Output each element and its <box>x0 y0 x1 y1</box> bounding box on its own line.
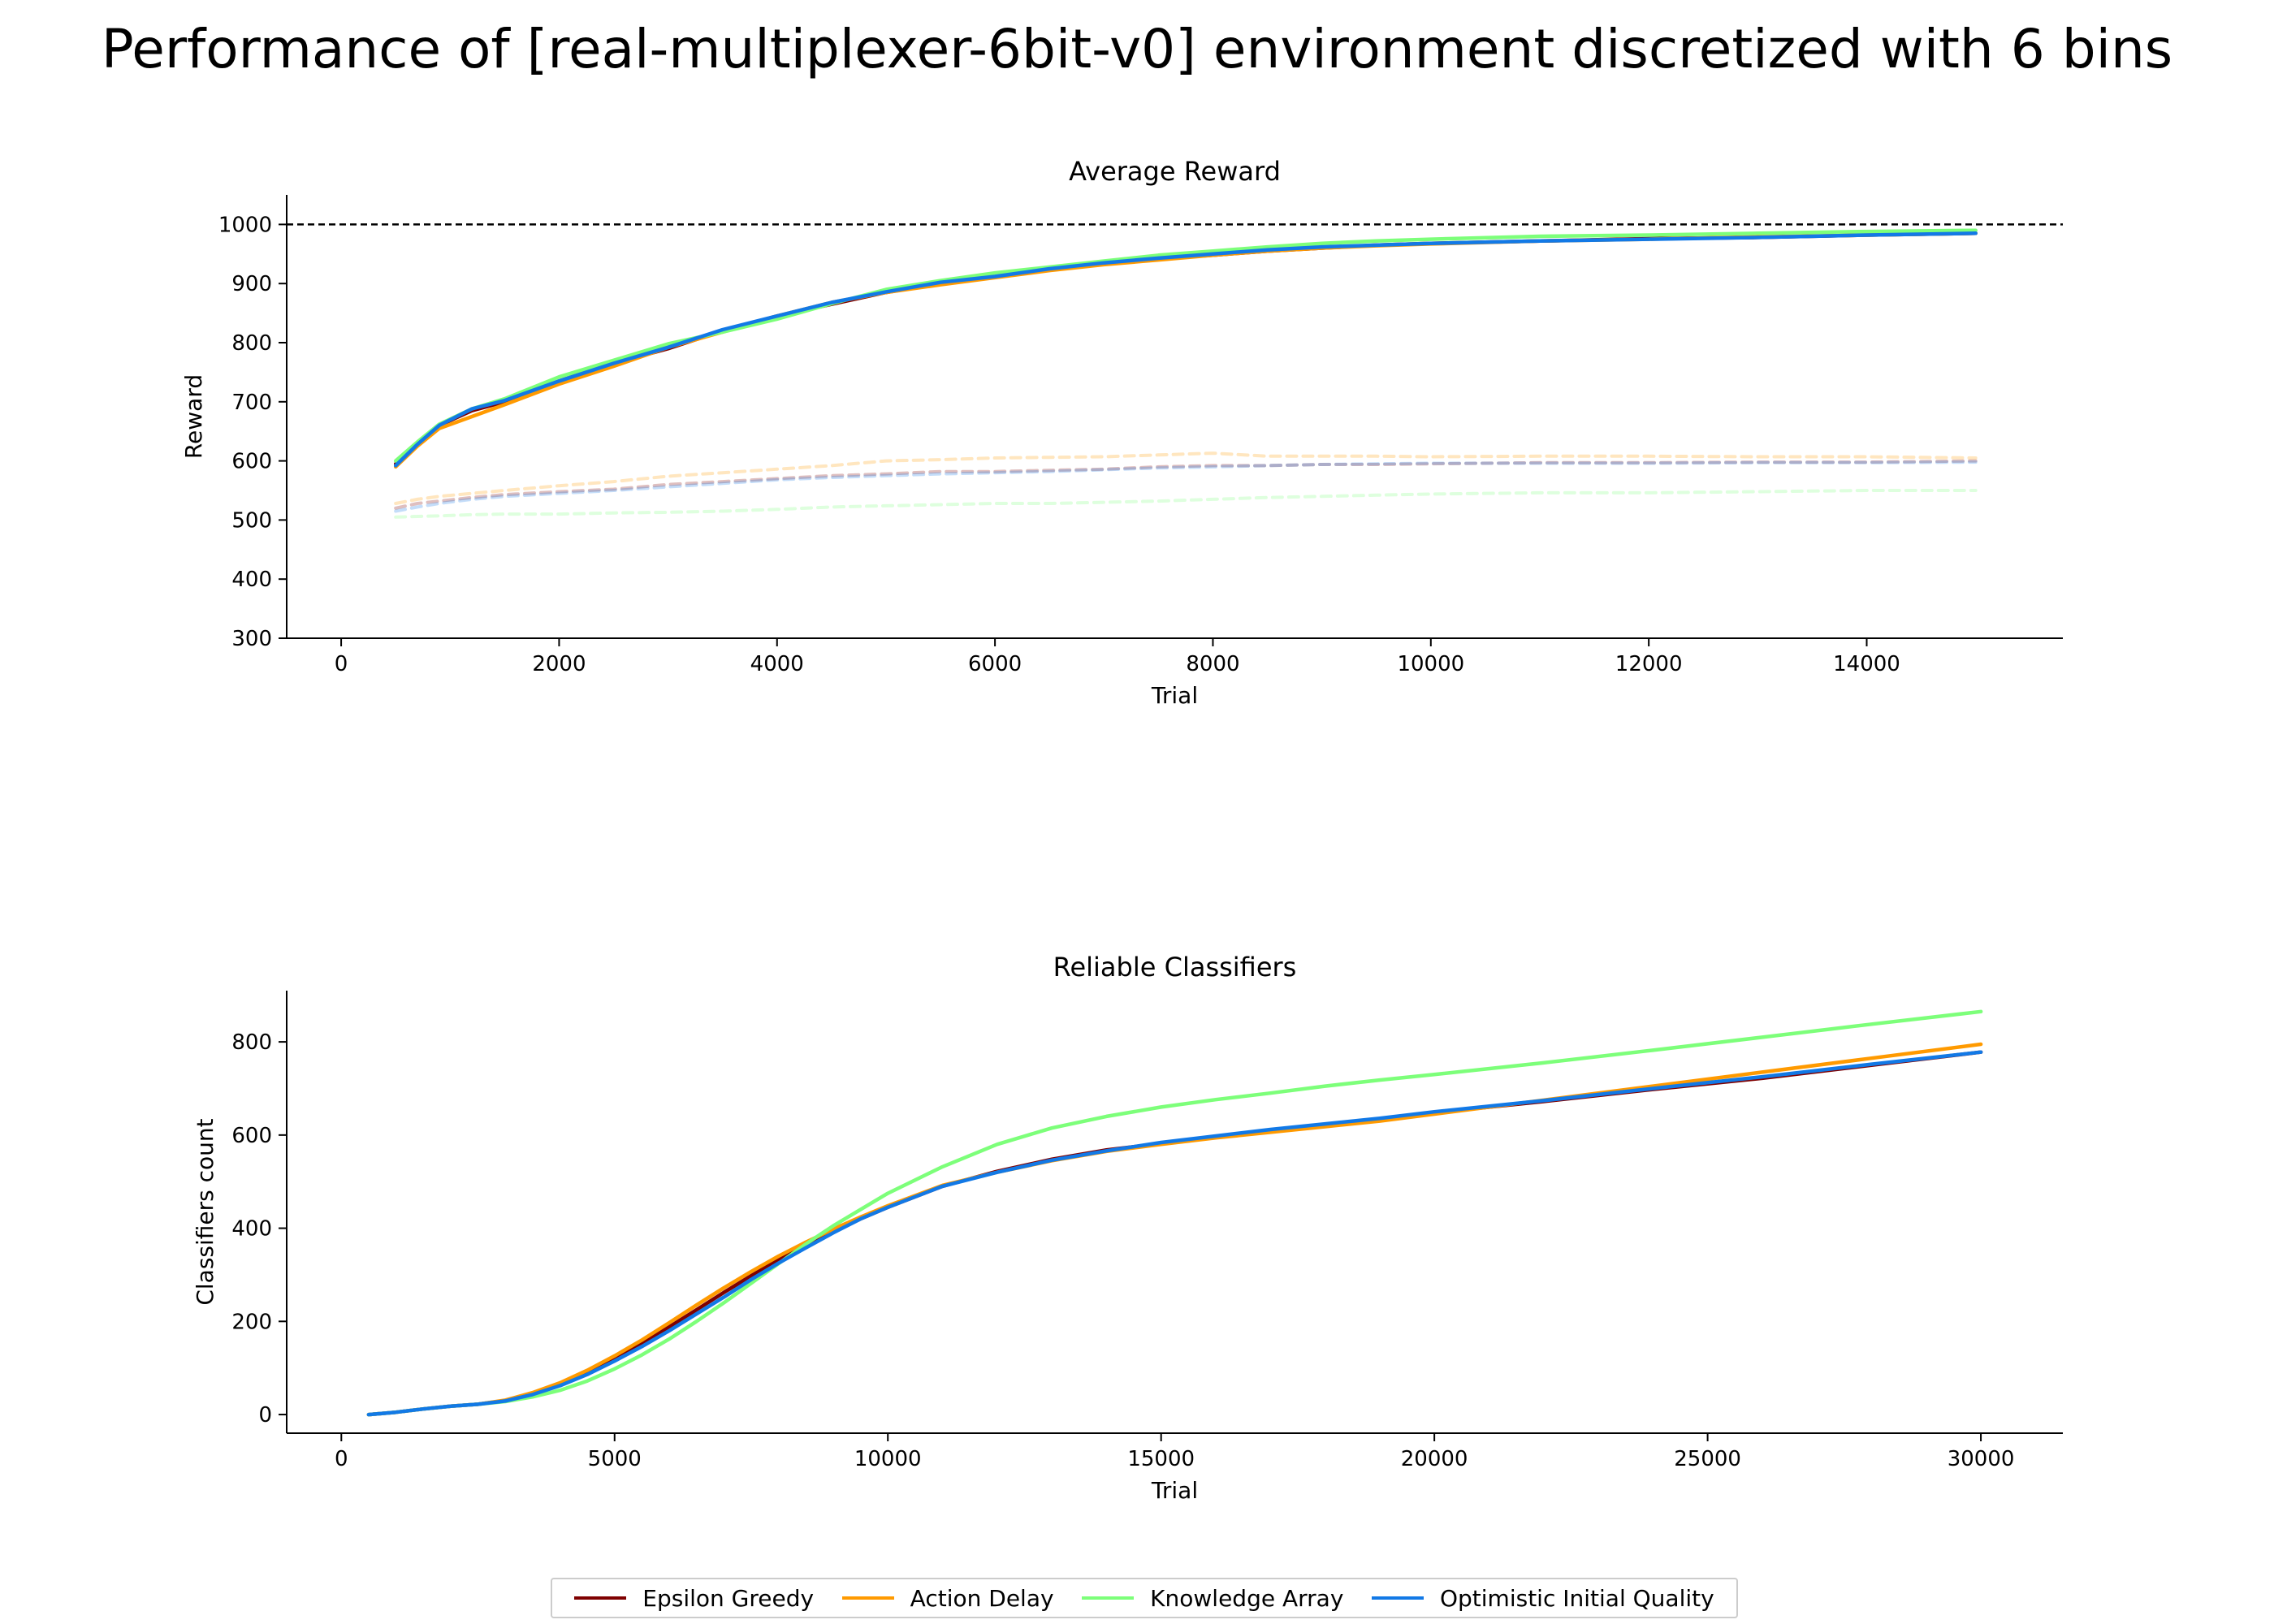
y-tick-label: 500 <box>231 508 272 533</box>
y-tick-label: 0 <box>258 1403 272 1427</box>
y-tick-label: 200 <box>231 1310 272 1334</box>
x-tick-label: 30000 <box>1948 1447 2015 1471</box>
y-tick-label: 1000 <box>218 213 272 237</box>
series-line-epsilon-greedy <box>393 231 1978 466</box>
y-tick-label: 800 <box>231 1030 272 1055</box>
series-line-optimistic-initial-quality <box>393 231 1978 468</box>
x-tick-label: 10000 <box>854 1447 922 1471</box>
legend: Epsilon Greedy Action Delay Knowledge Arra… <box>551 1578 1738 1618</box>
legend-label: Action Delay <box>910 1584 1054 1612</box>
x-tick-label: 10000 <box>1397 652 1464 676</box>
legend-swatch <box>574 1596 627 1600</box>
figure-title: Performance of [real-multiplexer-6bit-v0… <box>101 18 2173 80</box>
legend-label: Optimistic Initial Quality <box>1439 1584 1714 1612</box>
x-tick-label: 20000 <box>1401 1447 1468 1471</box>
legend-item: Knowledge Array <box>1082 1585 1343 1612</box>
y-axis-label: Classifiers count <box>192 1118 218 1305</box>
chart-title: Average Reward <box>1069 156 1281 187</box>
y-tick-label: 600 <box>231 1124 272 1148</box>
y-tick-label: 700 <box>231 391 272 415</box>
x-tick-label: 8000 <box>1186 652 1239 676</box>
legend-swatch <box>1082 1596 1135 1600</box>
x-tick-label: 15000 <box>1127 1447 1195 1471</box>
legend-label: Epsilon Greedy <box>642 1584 815 1612</box>
legend-item: Optimistic Initial Quality <box>1371 1584 1714 1612</box>
series-line-optimistic-initial-quality <box>366 1050 1983 1417</box>
x-tick-label: 5000 <box>588 1447 642 1471</box>
y-tick-label: 400 <box>231 1217 272 1242</box>
x-tick-label: 14000 <box>1833 652 1900 676</box>
x-tick-label: 6000 <box>968 652 1022 676</box>
series-line-action-delay <box>393 231 1978 469</box>
chart-title: Reliable Classifiers <box>1053 952 1297 983</box>
legend-item: Action Delay <box>841 1584 1054 1612</box>
legend-label: Knowledge Array <box>1150 1584 1344 1612</box>
dashed-series-line-knowledge-array <box>394 489 1978 519</box>
dashed-series-line-optimistic-initial-quality <box>394 460 1978 513</box>
dashed-series-line-action-delay <box>394 451 1978 505</box>
x-axis-label: Trial <box>1151 682 1198 709</box>
average-reward-panel: Average Reward30040050060070080090010000… <box>180 156 2063 709</box>
y-tick-label: 400 <box>231 568 272 592</box>
legend-item: Epsilon Greedy <box>574 1585 814 1612</box>
series-line-knowledge-array <box>366 1009 1983 1417</box>
legend-swatch <box>841 1596 894 1600</box>
y-tick-label: 300 <box>231 627 272 651</box>
y-axis-label: Reward <box>180 374 207 459</box>
reliable-classifiers-panel: Reliable Classifiers 0 200 400 600 800 0 5000 10… <box>192 952 2063 1504</box>
dashed-series-line-epsilon-greedy <box>394 459 1978 510</box>
y-tick-label: 600 <box>231 450 272 474</box>
x-tick-label: 4000 <box>750 652 804 676</box>
y-tick-label: 900 <box>231 272 272 296</box>
x-axis-label: Trial <box>1151 1477 1198 1504</box>
series-line-knowledge-array <box>393 228 1978 463</box>
legend-swatch <box>1371 1596 1424 1600</box>
series-line-action-delay <box>366 1042 1983 1417</box>
x-tick-label: 0 <box>335 1447 348 1471</box>
x-tick-label: 12000 <box>1615 652 1683 676</box>
x-tick-label: 0 <box>335 652 348 676</box>
x-tick-label: 25000 <box>1674 1447 1741 1471</box>
y-tick-label: 800 <box>231 331 272 356</box>
x-tick-label: 2000 <box>532 652 586 676</box>
